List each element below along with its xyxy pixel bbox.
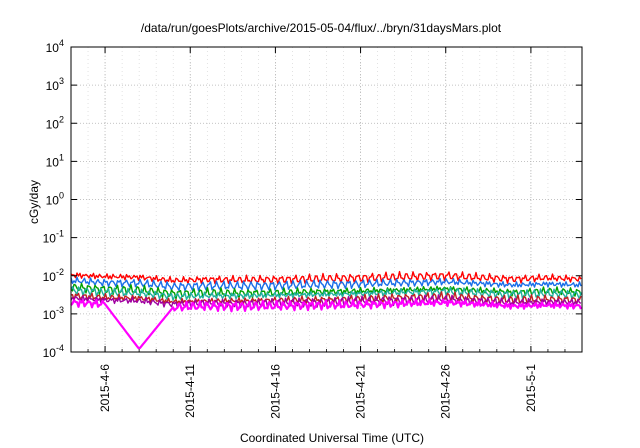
y-tick-label: 103 xyxy=(46,76,64,93)
chart-title: /data/run/goesPlots/archive/2015-05-04/f… xyxy=(141,21,502,35)
y-tick-label: 10-4 xyxy=(43,343,64,360)
series-line xyxy=(70,276,582,292)
ticks: 2015-4-6 2015-4-11 2015-4-16 2015-4-21 2015-… xyxy=(43,38,582,419)
y-tick-label: 100 xyxy=(46,191,64,208)
y-tick-label: 102 xyxy=(46,114,64,131)
x-tick-label: 2015-4-26 xyxy=(439,364,453,419)
x-tick-label: 2015-4-21 xyxy=(354,364,368,419)
x-tick-label: 2015-5-1 xyxy=(524,364,538,412)
series-group xyxy=(70,270,583,350)
series-line xyxy=(70,270,582,285)
y-tick-label: 101 xyxy=(46,152,64,169)
x-axis-label: Coordinated Universal Time (UTC) xyxy=(240,431,424,445)
y-axis-label: cGy/day xyxy=(27,180,41,224)
x-tick-label: 2015-4-16 xyxy=(268,364,282,419)
x-tick-label: 2015-4-6 xyxy=(98,364,112,412)
y-tick-label: 104 xyxy=(46,38,64,55)
y-tick-label: 10-3 xyxy=(43,305,64,322)
y-tick-label: 10-2 xyxy=(43,267,64,284)
series-line xyxy=(70,298,583,350)
y-tick-label: 10-1 xyxy=(43,229,64,246)
x-tick-label: 2015-4-11 xyxy=(183,364,197,418)
